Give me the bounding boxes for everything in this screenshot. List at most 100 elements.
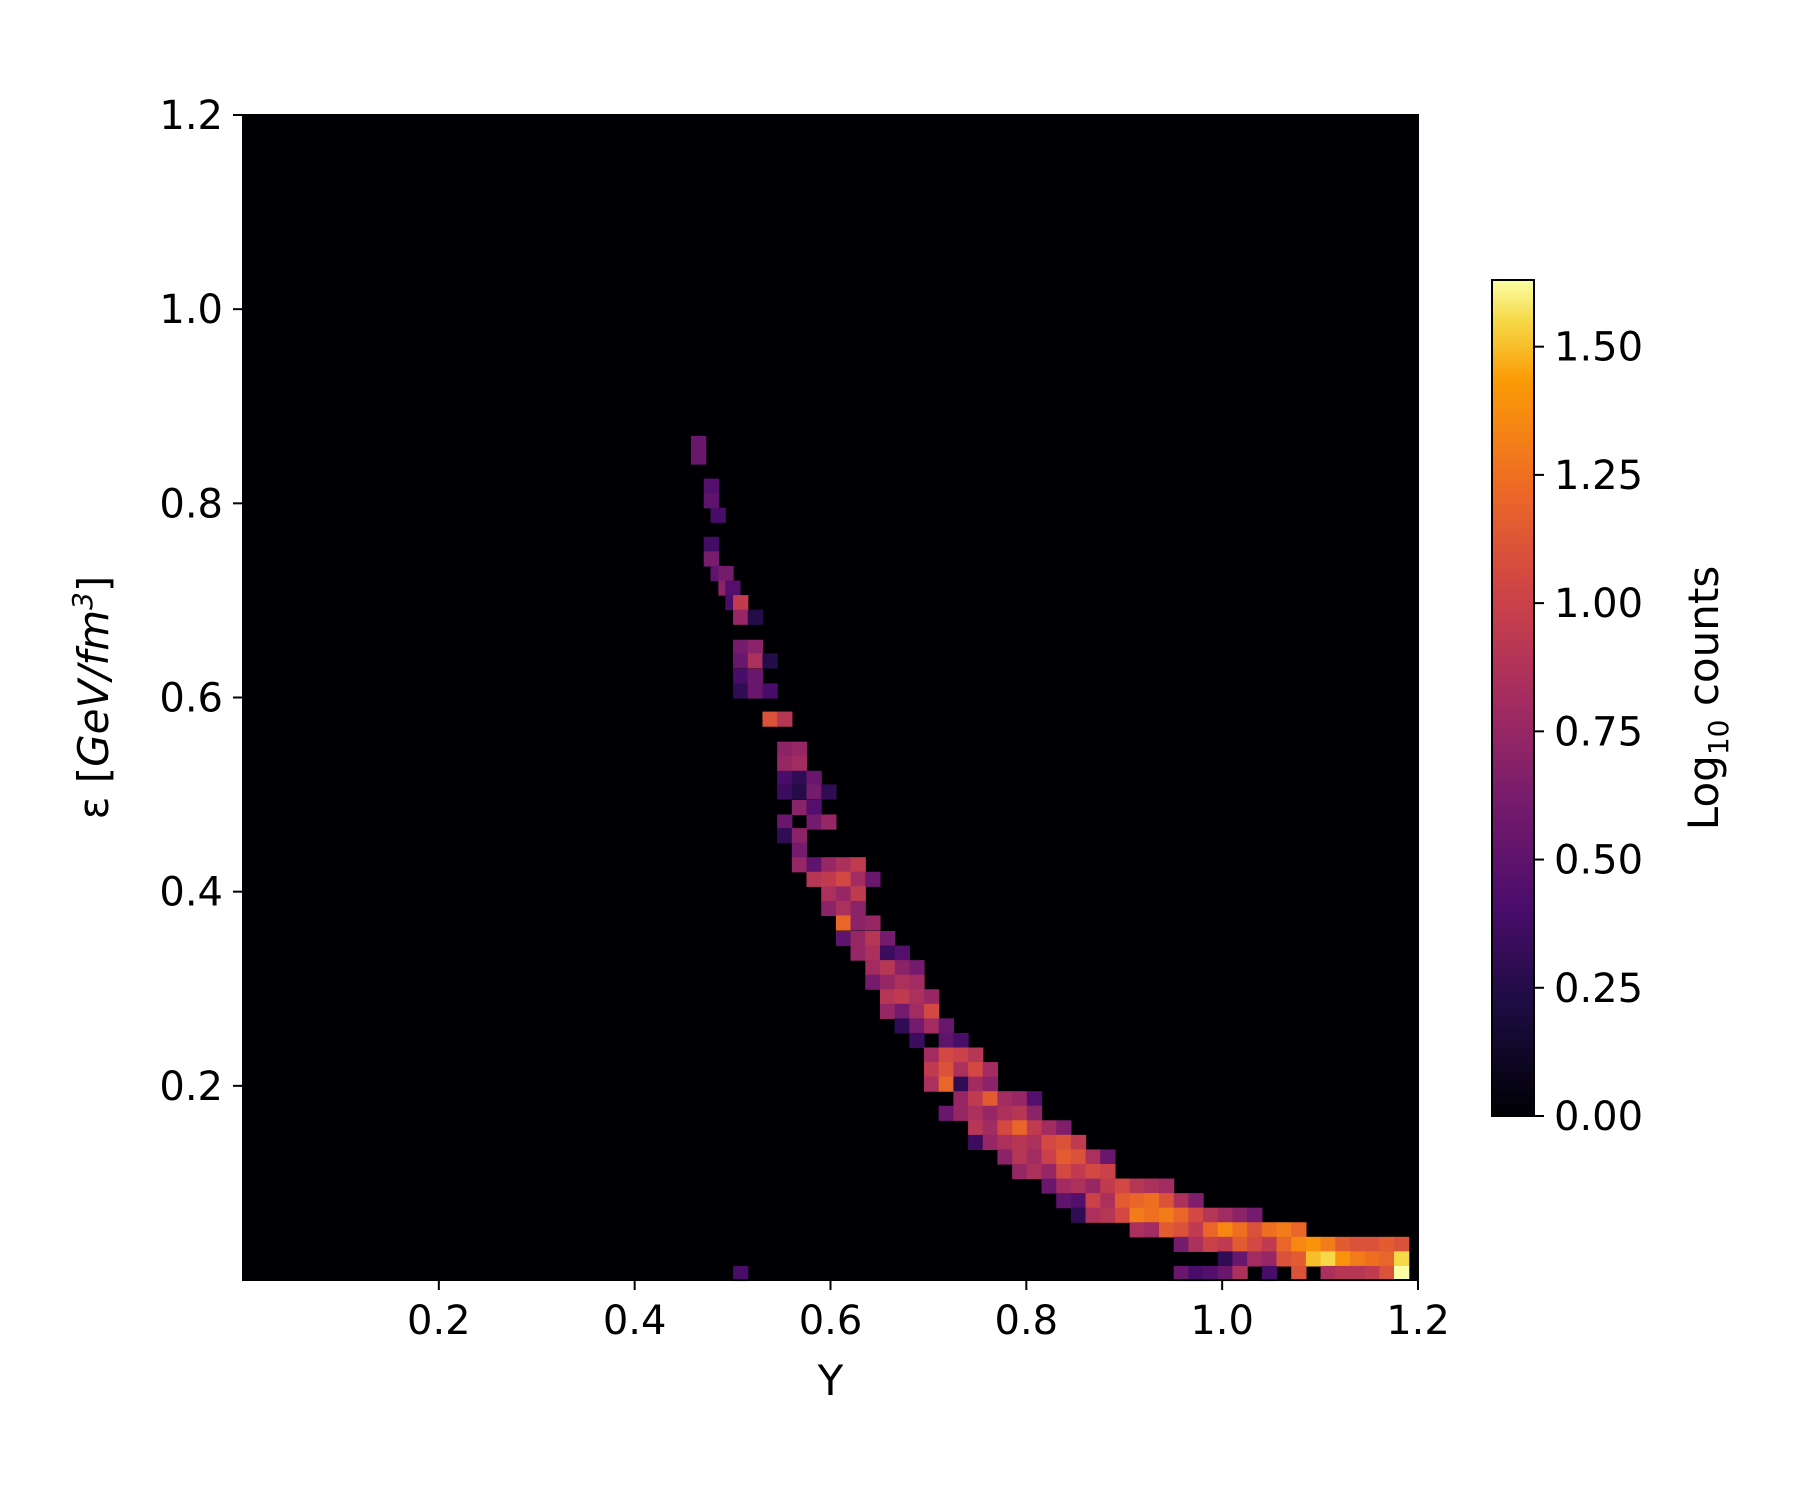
- colorbar-label-rest: counts: [1679, 566, 1728, 720]
- heatmap-bin: [1217, 1251, 1234, 1267]
- heatmap-bin: [703, 551, 719, 567]
- heatmap-bin: [1217, 1236, 1234, 1252]
- heatmap-bin: [850, 886, 866, 902]
- heatmap-bin: [968, 1120, 984, 1136]
- heatmap-bin: [968, 1105, 984, 1121]
- heatmap-bin: [1056, 1134, 1072, 1151]
- heatmap-bin: [1114, 1193, 1131, 1209]
- heatmap-bin: [1026, 1149, 1043, 1165]
- heatmap-bin: [1056, 1149, 1072, 1165]
- heatmap-bin: [924, 1003, 940, 1019]
- heatmap-bin: [997, 1134, 1013, 1151]
- heatmap-bin: [865, 945, 881, 961]
- heatmap-bin: [1056, 1193, 1072, 1209]
- heatmap-bin: [924, 1018, 940, 1034]
- heatmap-bin: [733, 595, 749, 611]
- heatmap-bin: [1276, 1251, 1292, 1267]
- heatmap-bin: [968, 1091, 984, 1107]
- heatmap-bin: [982, 1091, 999, 1107]
- heatmap-bin: [879, 989, 896, 1005]
- heatmap-bin: [1291, 1251, 1307, 1267]
- heatmap-bin: [1129, 1222, 1145, 1238]
- x-tick-label: 0.6: [799, 1298, 863, 1344]
- heatmap-bin: [1012, 1149, 1028, 1165]
- heatmap-bin: [1394, 1251, 1410, 1267]
- heatmap-bin: [953, 1032, 969, 1049]
- heatmap-bin: [777, 756, 793, 772]
- heatmap-bin: [777, 814, 793, 830]
- heatmap-bin: [1349, 1236, 1366, 1252]
- x-tick-label: 1.0: [1190, 1298, 1254, 1344]
- heatmap-bin: [690, 435, 707, 452]
- heatmap-bin: [1129, 1193, 1145, 1209]
- heatmap-bin: [1232, 1236, 1248, 1252]
- colorbar-tick-label: 0.25: [1554, 966, 1643, 1012]
- y-axis: 0.2 0.4 0.6 0.8 1.0 1.2: [159, 93, 243, 1110]
- y-tick-label: 0.2: [159, 1064, 223, 1110]
- heatmap-bin: [1379, 1251, 1395, 1267]
- heatmap-bin: [747, 609, 764, 625]
- heatmap-bin: [982, 1120, 999, 1136]
- heatmap-bin: [1070, 1178, 1087, 1194]
- x-tick-label: 0.4: [603, 1298, 667, 1344]
- heatmap-bin: [909, 974, 925, 990]
- heatmap-bin: [1276, 1222, 1292, 1238]
- heatmap-bin: [821, 784, 837, 800]
- heatmap-bin: [1100, 1163, 1116, 1180]
- heatmap-bin: [1232, 1222, 1248, 1238]
- x-tick-label: 1.2: [1386, 1298, 1450, 1344]
- heatmap-bin: [1203, 1236, 1219, 1252]
- heatmap-bin: [1364, 1236, 1380, 1252]
- heatmap-bin: [733, 668, 749, 685]
- x-axis-label: Y: [817, 1356, 844, 1405]
- heatmap-bin: [894, 1003, 910, 1019]
- y-axis-label-unit: GeV/fm: [69, 610, 118, 767]
- heatmap-bin: [1129, 1207, 1145, 1223]
- heatmap-bin: [982, 1134, 999, 1151]
- heatmap-bin: [703, 478, 719, 494]
- heatmap-bin: [710, 507, 726, 523]
- heatmap-bin: [1335, 1265, 1351, 1282]
- heatmap-bin: [1379, 1265, 1395, 1282]
- heatmap-bin: [1070, 1134, 1087, 1151]
- heatmap-bin: [894, 989, 910, 1005]
- heatmap-bin: [733, 683, 749, 699]
- plot-area: [242, 114, 1419, 1282]
- y-axis-label-suffix: ]: [69, 576, 118, 592]
- heatmap-bin: [806, 799, 822, 816]
- heatmap-bin: [865, 974, 881, 990]
- heatmap-bin: [1144, 1178, 1160, 1194]
- heatmap-bin: [1291, 1236, 1307, 1252]
- heatmap-bin: [1026, 1134, 1043, 1151]
- heatmap-bin: [982, 1076, 999, 1092]
- heatmap-bin: [968, 1076, 984, 1092]
- heatmap-bin: [1188, 1207, 1204, 1223]
- heatmap-bin: [938, 1062, 954, 1078]
- heatmap-bin: [835, 900, 852, 917]
- heatmap-bin: [733, 1265, 749, 1282]
- heatmap-bin: [1041, 1120, 1057, 1136]
- heatmap-bin: [1261, 1265, 1278, 1282]
- heatmap-bin: [909, 1018, 925, 1034]
- heatmap-bin: [894, 945, 910, 961]
- heatmap-bin: [1070, 1207, 1087, 1223]
- heatmap-bin: [1026, 1105, 1043, 1121]
- heatmap-bin: [777, 784, 793, 800]
- y-tick-label: 0.4: [159, 870, 223, 916]
- y-axis-label-prefix: ε [: [69, 767, 118, 819]
- heatmap-bin: [791, 784, 808, 800]
- heatmap-bin: [821, 857, 837, 873]
- heatmap-bin: [1247, 1236, 1263, 1252]
- heatmap-bin: [1159, 1193, 1175, 1209]
- heatmap-bin: [865, 915, 881, 931]
- heatmap-bin: [1364, 1265, 1380, 1282]
- heatmap-bin: [762, 653, 778, 669]
- colorbar-gradient: [1491, 279, 1535, 1117]
- heatmap-bin: [1291, 1222, 1307, 1238]
- heatmap-bin: [953, 1105, 969, 1121]
- heatmap-bin: [894, 974, 910, 990]
- heatmap-bin: [1070, 1149, 1087, 1165]
- heatmap-bin: [1232, 1265, 1248, 1282]
- heatmap-bin: [938, 1018, 954, 1034]
- heatmap-bin: [1217, 1207, 1234, 1223]
